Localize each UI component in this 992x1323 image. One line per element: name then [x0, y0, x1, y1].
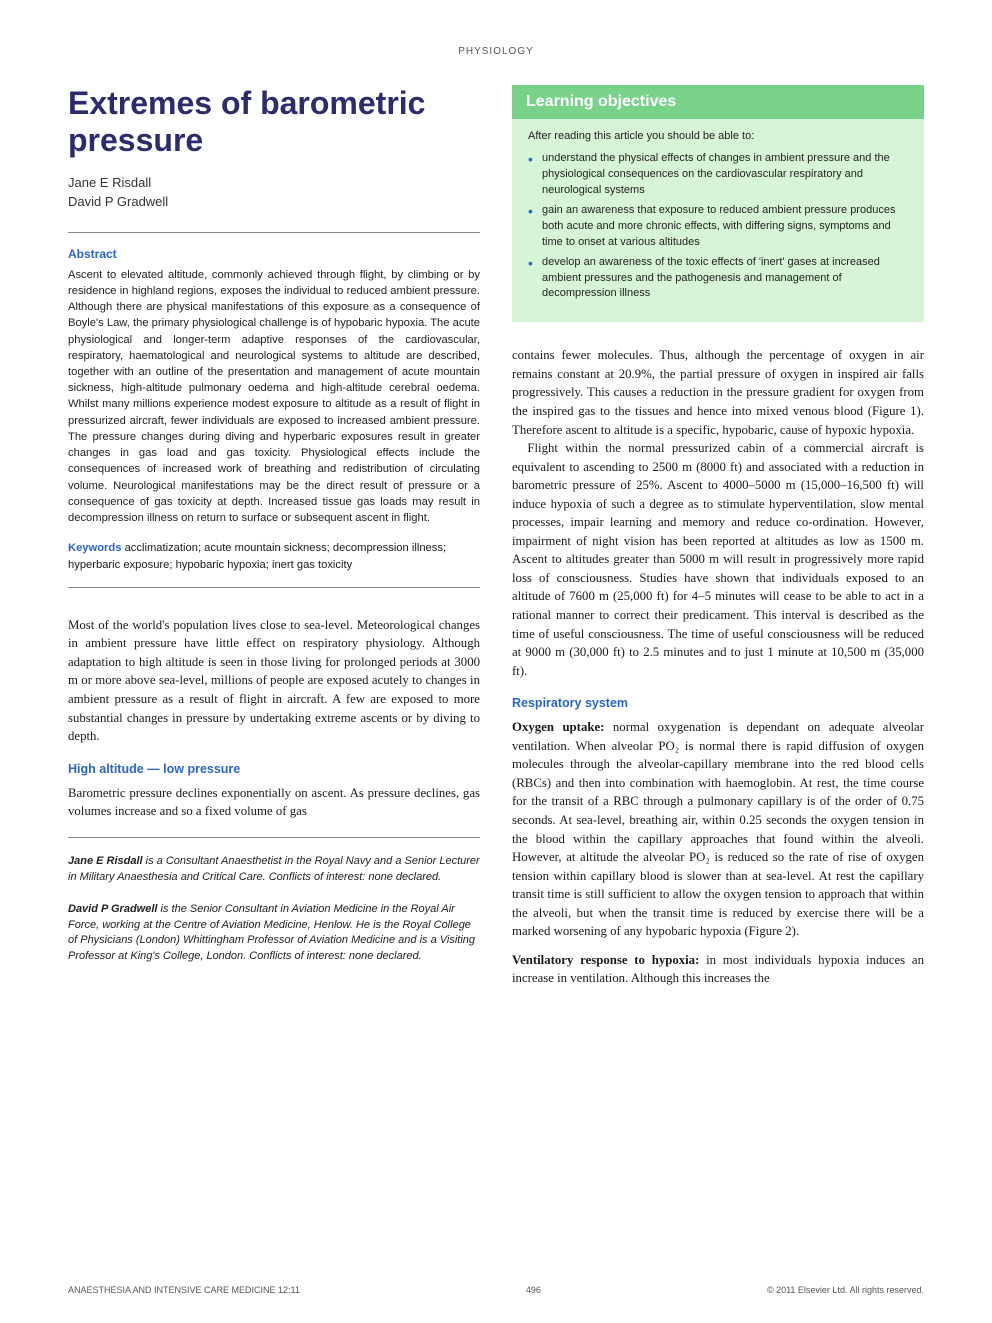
author-list: Jane E Risdall David P Gradwell [68, 173, 480, 212]
page-footer: ANAESTHESIA AND INTENSIVE CARE MEDICINE … [68, 1285, 924, 1295]
intro-paragraph: Most of the world's population lives clo… [68, 616, 480, 746]
right-column: Learning objectives After reading this a… [512, 85, 924, 988]
author-bio: Jane E Risdall is a Consultant Anaesthet… [68, 854, 480, 886]
abstract-text: Ascent to elevated altitude, commonly ac… [68, 267, 480, 527]
ventilatory-text: Ventilatory response to hypoxia: in most… [512, 951, 924, 988]
respiratory-text: Oxygen uptake: normal oxygenation is dep… [512, 718, 924, 941]
bio-name: David P Gradwell [68, 903, 157, 915]
abstract-label: Abstract [68, 247, 480, 261]
list-item: understand the physical effects of chang… [528, 151, 908, 199]
section-heading-high-altitude: High altitude — low pressure [68, 762, 480, 776]
list-item: gain an awareness that exposure to reduc… [528, 203, 908, 251]
paragraph: Flight within the normal pressurized cab… [512, 439, 924, 680]
run-label: Oxygen uptake: [512, 720, 604, 734]
high-altitude-text: Barometric pressure declines exponential… [68, 784, 480, 821]
box-lead: After reading this article you should be… [528, 129, 908, 145]
rule [68, 232, 480, 233]
paragraph: Most of the world's population lives clo… [68, 616, 480, 746]
author: David P Gradwell [68, 192, 480, 212]
rule [68, 837, 480, 838]
text-run: normal oxygenation is dependant on adequ… [512, 720, 924, 938]
rule [68, 587, 480, 588]
paragraph: Oxygen uptake: normal oxygenation is dep… [512, 718, 924, 941]
continuation-text: contains fewer molecules. Thus, although… [512, 346, 924, 680]
objectives-list: understand the physical effects of chang… [528, 151, 908, 302]
author: Jane E Risdall [68, 173, 480, 193]
keywords-values: acclimatization; acute mountain sickness… [68, 542, 446, 570]
footer-left: ANAESTHESIA AND INTENSIVE CARE MEDICINE … [68, 1285, 300, 1295]
bio-name: Jane E Risdall [68, 855, 143, 867]
two-column-layout: Extremes of barometric pressure Jane E R… [68, 85, 924, 988]
paragraph: Barometric pressure declines exponential… [68, 784, 480, 821]
box-body: After reading this article you should be… [512, 119, 924, 302]
list-item: develop an awareness of the toxic effect… [528, 255, 908, 303]
learning-objectives-box: Learning objectives After reading this a… [512, 85, 924, 322]
section-heading-respiratory: Respiratory system [512, 696, 924, 710]
keywords-block: Keywords acclimatization; acute mountain… [68, 540, 480, 572]
article-title: Extremes of barometric pressure [68, 85, 480, 159]
paragraph: Ventilatory response to hypoxia: in most… [512, 951, 924, 988]
paragraph: contains fewer molecules. Thus, although… [512, 346, 924, 439]
footer-center: 496 [526, 1285, 541, 1295]
footer-right: © 2011 Elsevier Ltd. All rights reserved… [767, 1285, 924, 1295]
box-heading: Learning objectives [512, 85, 924, 119]
keywords-label: Keywords [68, 542, 121, 554]
author-bio: David P Gradwell is the Senior Consultan… [68, 902, 480, 966]
text-run: contains fewer molecules. Thus, although… [512, 348, 924, 436]
page: PHYSIOLOGY Extremes of barometric pressu… [0, 0, 992, 1323]
left-column: Extremes of barometric pressure Jane E R… [68, 85, 480, 988]
run-label: Ventilatory response to hypoxia: [512, 953, 699, 967]
section-label: PHYSIOLOGY [68, 46, 924, 57]
